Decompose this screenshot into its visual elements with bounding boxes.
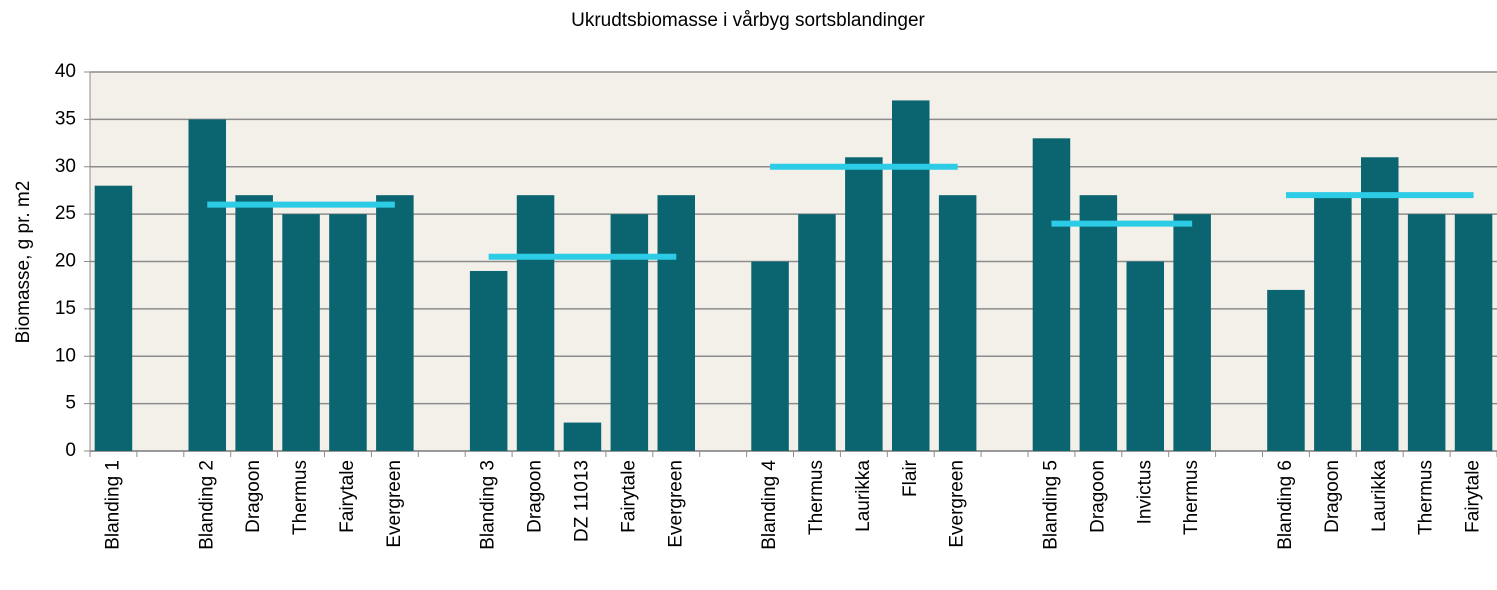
- bar: [1267, 289, 1305, 451]
- x-tick-label: Thermus: [1181, 460, 1202, 535]
- x-tick-label: Flair: [900, 459, 921, 497]
- y-axis-label: Biomasse, g pr. m2: [13, 181, 34, 344]
- bar: [1079, 195, 1118, 451]
- x-tick-label: Blanding 6: [1275, 460, 1296, 550]
- bar: [1126, 261, 1165, 451]
- x-tick-label: Evergreen: [947, 460, 968, 548]
- y-tick-label: 25: [55, 203, 76, 224]
- y-tick-label: 30: [55, 156, 76, 177]
- x-tick-label: Fairytale: [337, 460, 358, 533]
- x-tick-label: Laurikka: [1369, 460, 1390, 532]
- bar: [891, 100, 930, 452]
- bar: [516, 195, 555, 451]
- bar: [1360, 157, 1399, 451]
- x-tick-label: Evergreen: [665, 460, 686, 548]
- bar: [657, 195, 696, 451]
- y-tick-label: 5: [65, 393, 76, 414]
- bar: [563, 422, 602, 451]
- bar: [1454, 214, 1493, 451]
- x-tick-label: Fairytale: [1463, 460, 1484, 533]
- bar: [94, 185, 133, 451]
- bar: [798, 214, 836, 451]
- x-tick-label: Fairytale: [618, 460, 639, 533]
- bar: [1173, 214, 1211, 451]
- bar: [469, 270, 508, 451]
- x-tick-label: Blanding 1: [102, 460, 123, 550]
- bar: [188, 119, 227, 451]
- bar: [329, 214, 367, 451]
- x-tick-label: DZ 11013: [571, 460, 592, 542]
- bar: [845, 157, 883, 451]
- bar: [1032, 138, 1071, 451]
- bar: [282, 214, 320, 451]
- x-tick-label: Thermus: [290, 460, 311, 535]
- x-tick-label: Dragoon: [1087, 460, 1108, 533]
- bar: [1314, 195, 1352, 451]
- x-tick-label: Dragoon: [1322, 460, 1343, 533]
- bar: [376, 195, 414, 451]
- x-tick-label: Thermus: [806, 460, 827, 535]
- x-tick-label: Blanding 4: [759, 460, 780, 550]
- y-tick-label: 40: [55, 61, 76, 82]
- x-tick-label: Laurikka: [853, 460, 874, 532]
- x-tick-label: Dragoon: [243, 460, 264, 533]
- mean-line: [207, 163, 1474, 260]
- y-tick-label: 35: [55, 108, 76, 129]
- x-tick-label: Blanding 3: [478, 460, 499, 550]
- bar: [751, 261, 789, 451]
- x-tick-label: Blanding 2: [196, 460, 217, 550]
- y-tick-label: 0: [65, 440, 76, 461]
- x-tick-label: Dragoon: [525, 460, 546, 533]
- x-tick-label: Invictus: [1134, 460, 1155, 524]
- y-tick-label: 15: [55, 298, 76, 319]
- chart-title: Ukrudtsbiomasse i vårbyg sortsblandinger: [571, 10, 925, 31]
- bar: [1407, 214, 1446, 451]
- x-tick-label: Blanding 5: [1040, 460, 1061, 550]
- bar: [938, 195, 977, 451]
- x-tick-label: Thermus: [1416, 460, 1437, 535]
- x-tick-label: Evergreen: [384, 460, 405, 548]
- y-tick-label: 10: [55, 345, 76, 366]
- bar: [610, 214, 649, 451]
- bar: [235, 195, 273, 451]
- y-tick-label: 20: [55, 251, 76, 272]
